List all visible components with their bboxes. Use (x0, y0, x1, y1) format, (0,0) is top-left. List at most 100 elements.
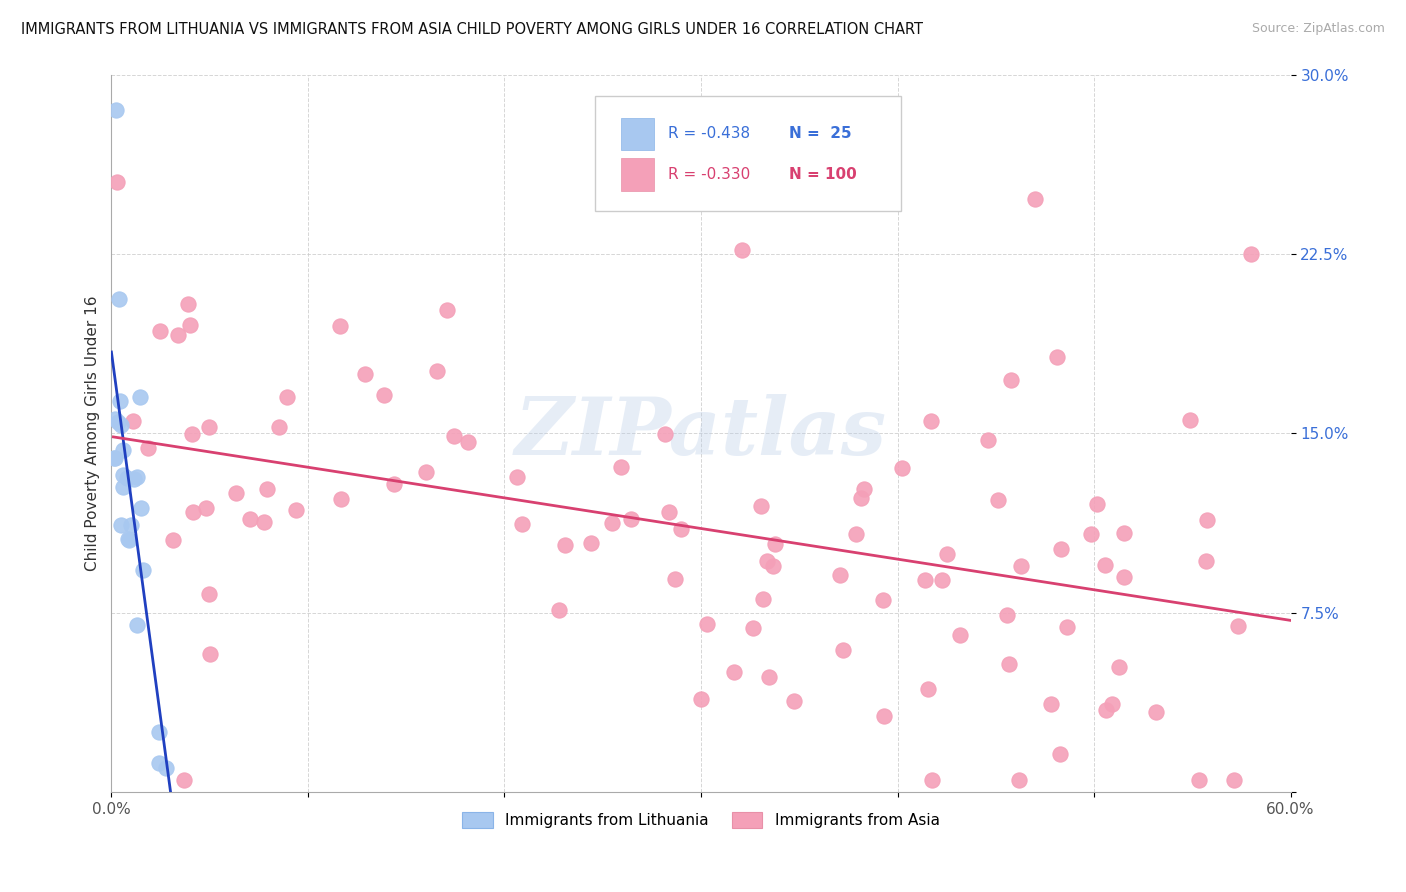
Point (832, 642, 855, 657)
Point (620, 512, 643, 526)
Point (828, 567, 851, 582)
Point (122, 472, 145, 486)
Point (131, 501, 153, 516)
Point (120, 518, 142, 533)
Point (671, 522, 693, 536)
Point (329, 319, 352, 334)
Point (579, 536, 602, 550)
Point (107, 415, 129, 429)
Point (1080, 527, 1102, 541)
Point (225, 485, 247, 500)
Point (1144, 706, 1167, 720)
Point (117, 533, 139, 547)
Point (547, 603, 569, 617)
Point (751, 592, 773, 607)
Point (914, 573, 936, 587)
Point (921, 772, 943, 787)
Point (284, 502, 307, 516)
FancyBboxPatch shape (621, 118, 654, 150)
Point (977, 433, 1000, 447)
Point (654, 427, 676, 442)
Point (148, 756, 170, 771)
Text: N = 100: N = 100 (789, 168, 858, 183)
Point (1195, 513, 1218, 527)
Point (1112, 525, 1135, 540)
Point (239, 511, 262, 525)
Point (505, 470, 527, 484)
Text: IMMIGRANTS FROM LITHUANIA VS IMMIGRANTS FROM ASIA CHILD POVERTY AMONG GIRLS UNDE: IMMIGRANTS FROM LITHUANIA VS IMMIGRANTS … (21, 22, 924, 37)
Point (198, 647, 221, 661)
Point (103, 451, 125, 466)
Point (110, 418, 132, 433)
Point (155, 761, 177, 775)
Point (995, 607, 1018, 622)
Point (853, 482, 876, 496)
Point (128, 390, 150, 404)
Point (1039, 697, 1062, 711)
Point (415, 465, 437, 479)
Point (1108, 660, 1130, 674)
Point (162, 533, 184, 547)
Point (105, 175, 128, 189)
Point (330, 491, 353, 506)
Point (181, 505, 204, 519)
Point (949, 628, 972, 642)
Point (104, 412, 127, 426)
Point (436, 303, 458, 318)
Point (1112, 570, 1135, 584)
Point (105, 103, 128, 118)
Point (1222, 772, 1244, 787)
Text: N =  25: N = 25 (789, 126, 852, 141)
Point (1195, 553, 1218, 567)
Point (354, 368, 377, 382)
Point (1010, 559, 1032, 574)
Point (104, 450, 127, 465)
Point (132, 563, 155, 577)
Point (149, 324, 172, 338)
Text: ZIPatlas: ZIPatlas (515, 394, 887, 472)
Point (758, 670, 780, 684)
Point (148, 725, 170, 739)
Point (998, 657, 1021, 671)
Point (931, 573, 953, 587)
Point (873, 708, 896, 723)
Point (125, 470, 148, 484)
Point (610, 460, 633, 475)
Point (115, 471, 138, 485)
Text: Source: ZipAtlas.com: Source: ZipAtlas.com (1251, 22, 1385, 36)
Point (138, 441, 160, 455)
Point (252, 515, 274, 529)
Point (426, 364, 449, 378)
Point (173, 772, 195, 787)
Point (510, 517, 533, 532)
Point (1024, 192, 1046, 206)
Point (664, 572, 686, 586)
Y-axis label: Child Poverty Among Girls Under 16: Child Poverty Among Girls Under 16 (86, 295, 100, 571)
Point (742, 621, 765, 635)
Point (1049, 747, 1071, 761)
Point (1240, 247, 1263, 261)
Point (267, 420, 290, 434)
Point (1050, 541, 1073, 556)
Point (443, 429, 465, 443)
Point (373, 388, 395, 402)
FancyBboxPatch shape (595, 96, 901, 211)
Point (849, 491, 872, 506)
Point (658, 505, 681, 519)
Point (111, 480, 134, 494)
Point (1008, 772, 1031, 787)
Point (1188, 772, 1211, 787)
Point (696, 616, 718, 631)
Point (1178, 413, 1201, 427)
Point (762, 558, 785, 573)
Point (917, 681, 939, 696)
Point (122, 414, 145, 428)
Point (108, 292, 131, 306)
Point (845, 527, 868, 541)
Legend: Immigrants from Lithuania, Immigrants from Asia: Immigrants from Lithuania, Immigrants fr… (457, 806, 946, 835)
Point (125, 618, 148, 632)
Text: R = -0.438: R = -0.438 (668, 126, 751, 141)
Point (783, 694, 806, 708)
Point (1085, 497, 1108, 511)
Point (195, 500, 218, 515)
